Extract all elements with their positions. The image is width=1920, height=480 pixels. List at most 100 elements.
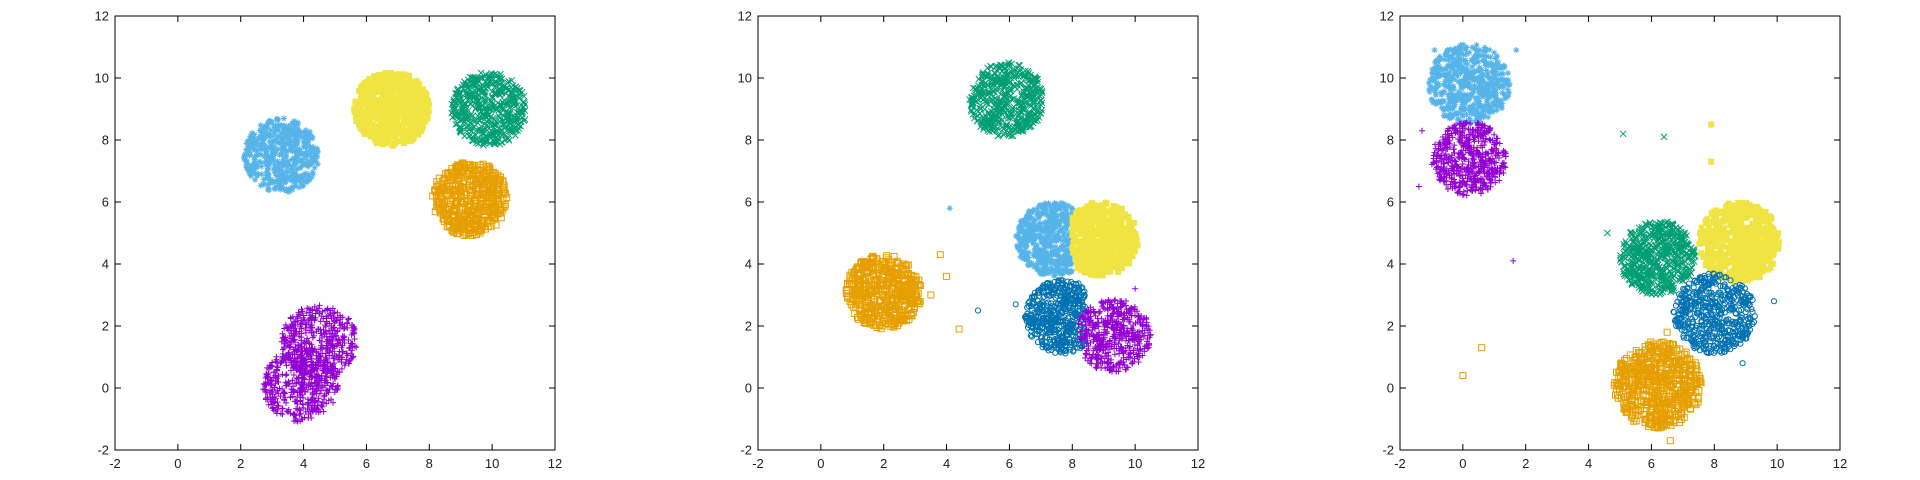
data-point <box>336 369 343 376</box>
data-point <box>315 395 322 402</box>
data-point <box>886 259 894 267</box>
data-point <box>1072 237 1079 244</box>
data-point <box>1018 98 1026 106</box>
data-point <box>1103 200 1110 207</box>
data-point <box>1021 247 1028 254</box>
data-point <box>267 176 274 183</box>
series-light_blue <box>1013 199 1076 279</box>
data-point <box>289 383 296 390</box>
data-point <box>455 91 462 99</box>
data-point <box>303 161 310 168</box>
data-point <box>862 258 870 266</box>
data-point <box>968 108 975 115</box>
data-point <box>297 352 304 359</box>
data-point <box>451 170 459 178</box>
data-point <box>882 303 890 311</box>
data-point <box>1064 241 1071 248</box>
data-point <box>1028 260 1035 267</box>
data-point <box>396 109 403 116</box>
data-point <box>1038 99 1046 107</box>
data-point <box>267 159 274 166</box>
data-point <box>461 228 469 236</box>
data-point <box>288 172 295 179</box>
data-point <box>258 159 265 166</box>
data-point <box>402 120 409 127</box>
data-point <box>1041 234 1048 241</box>
data-point <box>1023 227 1030 234</box>
data-point <box>1029 228 1036 235</box>
data-point <box>477 107 485 115</box>
data-point <box>1060 268 1067 275</box>
data-point <box>1038 89 1046 97</box>
data-point <box>1057 217 1064 224</box>
data-point <box>1068 260 1075 267</box>
data-point <box>330 399 337 406</box>
data-point <box>435 181 443 189</box>
data-point <box>319 344 326 351</box>
data-point <box>374 76 381 83</box>
data-point <box>245 150 252 157</box>
data-point <box>1029 215 1036 222</box>
data-point <box>1039 225 1046 232</box>
data-point <box>313 371 320 378</box>
data-point <box>1041 261 1048 268</box>
data-point <box>358 93 365 100</box>
data-point <box>490 121 498 129</box>
data-point <box>298 320 305 327</box>
data-point <box>310 362 317 369</box>
data-point <box>241 156 248 163</box>
data-point <box>437 193 445 201</box>
data-point <box>294 389 301 396</box>
data-point <box>281 345 288 352</box>
data-point <box>406 73 413 80</box>
data-point <box>458 199 466 207</box>
data-point <box>1043 254 1050 261</box>
data-point <box>431 208 439 216</box>
data-point <box>389 108 396 115</box>
data-point <box>1100 265 1107 272</box>
data-point <box>289 120 296 127</box>
data-point <box>254 172 261 179</box>
data-point <box>319 403 326 410</box>
data-point <box>1134 242 1141 249</box>
data-point <box>1082 259 1089 266</box>
data-point <box>351 336 358 343</box>
data-point <box>264 364 271 371</box>
data-point <box>492 221 500 229</box>
data-point <box>514 101 521 109</box>
data-point <box>283 186 290 193</box>
data-point <box>448 168 456 176</box>
data-point <box>262 381 269 388</box>
data-point <box>304 173 311 180</box>
data-point <box>395 138 402 145</box>
data-point <box>297 410 304 417</box>
data-point <box>283 362 290 369</box>
data-point <box>867 294 875 302</box>
data-point <box>324 306 331 313</box>
data-point <box>420 122 427 129</box>
data-point <box>1036 270 1043 277</box>
data-point <box>263 395 270 402</box>
data-point <box>1000 82 1008 89</box>
data-point <box>288 330 295 337</box>
data-point <box>466 125 474 132</box>
data-point <box>314 161 321 168</box>
data-point <box>402 137 409 144</box>
y-tick-label: 12 <box>95 9 109 24</box>
data-point <box>514 127 521 134</box>
data-point <box>331 368 338 375</box>
data-point <box>1014 242 1021 249</box>
y-tick-label: 8 <box>102 133 109 148</box>
data-point <box>1034 205 1041 212</box>
data-point <box>392 100 399 107</box>
data-point <box>1041 245 1048 252</box>
data-point <box>306 147 313 154</box>
data-point <box>1026 122 1034 130</box>
data-point <box>409 133 416 140</box>
data-point <box>1064 255 1071 262</box>
data-point <box>489 103 496 111</box>
data-point <box>274 177 281 184</box>
data-point <box>1021 238 1028 245</box>
data-point <box>450 207 458 215</box>
data-point <box>1017 108 1025 116</box>
